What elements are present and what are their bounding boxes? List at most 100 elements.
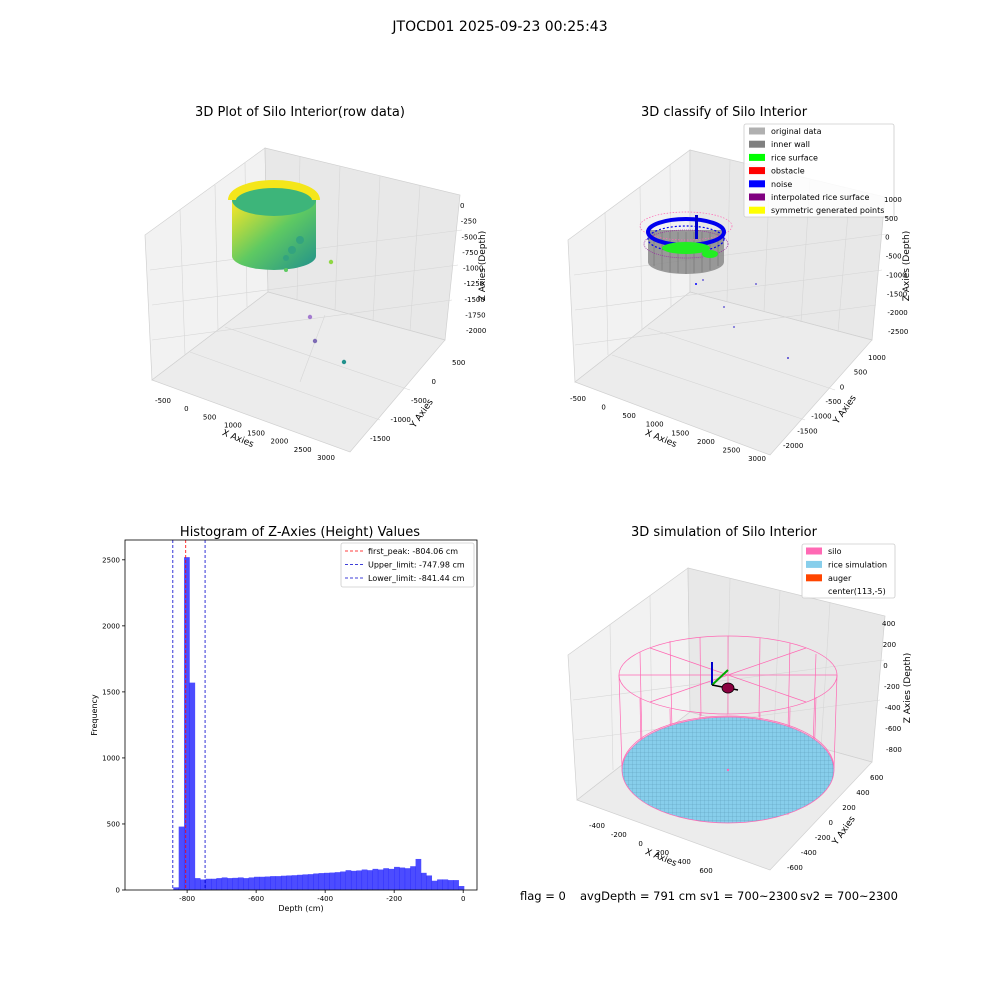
panel1-title: 3D Plot of Silo Interior(row data): [195, 105, 405, 120]
histogram-plot-area: [125, 540, 477, 890]
panel4-legend-swatch: [806, 587, 822, 595]
histogram-bar: [254, 876, 260, 890]
panel2-legend-label: original data: [771, 127, 822, 136]
histogram-x-tick-label: 0: [461, 895, 465, 903]
panel1-z-tick-label: -1000: [463, 265, 483, 273]
histogram-bar: [345, 870, 352, 890]
panel4-legend-swatch: [806, 560, 822, 568]
histogram-bar: [178, 826, 185, 890]
panel1-z-tick-label: -1500: [465, 296, 485, 304]
panel4-y-tick-label: 600: [870, 774, 883, 782]
panel4-z-tick-label: -400: [885, 704, 901, 712]
panel1-z-tick-label: -1750: [465, 311, 485, 319]
panel1-x-tick-label: 0: [184, 405, 188, 413]
footer-flag: flag = 0: [520, 889, 566, 903]
panel1-z-tick-label: -1250: [464, 280, 484, 288]
histogram-x-ticks: -800 -600 -400 -200 0: [179, 890, 465, 903]
panel2-x-tick-label: 1000: [646, 421, 664, 429]
panel4-legend-swatch: [806, 547, 822, 555]
panel1-z-tick-label: -250: [461, 218, 477, 226]
panel2-y-tick-label: 1000: [868, 354, 886, 362]
histogram-bar: [415, 858, 422, 890]
panel1-z-tick-label: -2000: [466, 327, 486, 335]
histogram-bar: [420, 872, 427, 890]
panel4-z-ticks: 400 200 0 -200 -400 -600 -800: [882, 620, 902, 754]
panel2-legend-swatch: [749, 127, 765, 135]
histogram-y-tick-label: 2500: [102, 556, 120, 564]
panel1-z-tick-label: -750: [462, 249, 478, 257]
histogram-y-tick-label: 2000: [102, 622, 120, 630]
panel1-y-ticks: -1500 -1000 -500 0 500: [370, 359, 465, 443]
panel4-title: 3D simulation of Silo Interior: [631, 525, 818, 540]
panel-classify-3d: 3D classify of Silo Interior: [567, 105, 912, 463]
panel1-zlabel: Z Axies (Depth): [478, 231, 488, 302]
histogram-xlabel: Depth (cm): [278, 904, 323, 913]
panel4-x-tick-label: 600: [699, 867, 712, 875]
panel4-y-tick-label: -600: [787, 864, 803, 872]
panel-raw-3d: 3D Plot of Silo Interior(row data) -500 0…: [144, 105, 488, 462]
panel4-x-tick-label: -400: [589, 822, 605, 830]
footer-status: flag = 0 avgDepth = 791 cm sv1 = 700~230…: [520, 889, 898, 903]
panel2-legend-swatch: [749, 153, 765, 161]
panel2-x-tick-label: 1500: [671, 429, 689, 437]
histogram-bar: [232, 877, 239, 890]
histogram-legend-label: Upper_limit: -747.98 cm: [368, 561, 465, 570]
panel-histogram: Histogram of Z-Axies (Height) Values -80…: [90, 525, 478, 913]
panel4-z-tick-label: -200: [884, 683, 900, 691]
histogram-bar: [221, 877, 228, 890]
panel4-legend-label: auger: [828, 574, 852, 583]
panel4-zlabel: Z Axies (Depth): [903, 653, 913, 724]
histogram-legend-label: first_peak: -804.06 cm: [368, 547, 458, 556]
panel2-x-tick-label: 0: [601, 404, 605, 412]
panel1-x-tick-label: 3000: [317, 454, 335, 462]
panel4-legend: silo rice simulation auger center(113,-5): [801, 543, 896, 599]
panel1-z-tick-label: -500: [462, 233, 478, 241]
histogram-bar: [280, 875, 287, 890]
histogram-y-tick-label: 500: [107, 820, 120, 828]
histogram-bar: [329, 872, 336, 890]
panel2-x-ticks: -500 0 500 1000 1500 2000 2500 3000: [570, 395, 766, 463]
histogram-x-tick-label: -400: [317, 895, 333, 903]
histogram-bar: [350, 870, 357, 890]
panel2-z-tick-label: -1500: [887, 290, 907, 298]
histogram-bar: [367, 870, 373, 890]
panel2-y-tick-label: -1500: [797, 427, 817, 435]
panel1-pane-floor: [151, 291, 446, 453]
panel2-legend-swatch: [749, 180, 765, 188]
panel2-legend-swatch: [749, 206, 765, 214]
panel2-legend-label: obstacle: [771, 167, 805, 176]
histogram-y-tick-label: 1500: [102, 688, 120, 696]
panel2-y-tick-label: 500: [854, 369, 867, 377]
histogram-bar: [211, 878, 217, 890]
histogram-y-ticks: 0 500 1000 1500 2000 2500: [102, 556, 125, 895]
histogram-bar: [324, 872, 330, 890]
panel1-silo-points: [228, 180, 320, 270]
panel2-z-tick-label: -500: [886, 253, 902, 261]
panel2-z-ticks: 1000 500 0 -500 -1000 -1500 -2000 -2500: [884, 196, 908, 336]
histogram-frame: [124, 539, 478, 891]
histogram-bar: [442, 879, 449, 890]
histogram-bar: [237, 877, 244, 890]
histogram-bar: [184, 557, 190, 890]
histogram-bar: [248, 877, 255, 890]
panel2-title: 3D classify of Silo Interior: [641, 105, 808, 120]
panel2-y-tick-label: -2000: [783, 442, 803, 450]
histogram-bar: [302, 874, 309, 890]
panel4-y-tick-label: 0: [829, 819, 833, 827]
panel4-y-tick-label: 400: [856, 789, 869, 797]
panel4-x-ticks: -400 -200 0 200 400 600: [589, 822, 713, 875]
histogram-x-tick-label: -600: [248, 895, 264, 903]
panel4-legend-label: rice simulation: [828, 560, 887, 569]
footer-sv1: sv1 = 700~2300: [700, 889, 798, 903]
histogram-bar: [426, 875, 433, 890]
panel1-x-tick-label: 1500: [247, 430, 265, 438]
panel2-legend-label: rice surface: [771, 153, 818, 162]
panel1-z-tick-label: 0: [460, 202, 464, 210]
panel2-y-tick-label: 0: [840, 383, 844, 391]
panel4-z-tick-label: 400: [882, 620, 895, 628]
histogram-bar: [291, 875, 298, 890]
panel1-y-tick-label: 0: [432, 378, 436, 386]
footer-sv2: sv2 = 700~2300: [800, 889, 898, 903]
panel1-x-tick-label: 500: [203, 413, 216, 421]
panel2-legend-label: interpolated rice surface: [771, 193, 869, 202]
